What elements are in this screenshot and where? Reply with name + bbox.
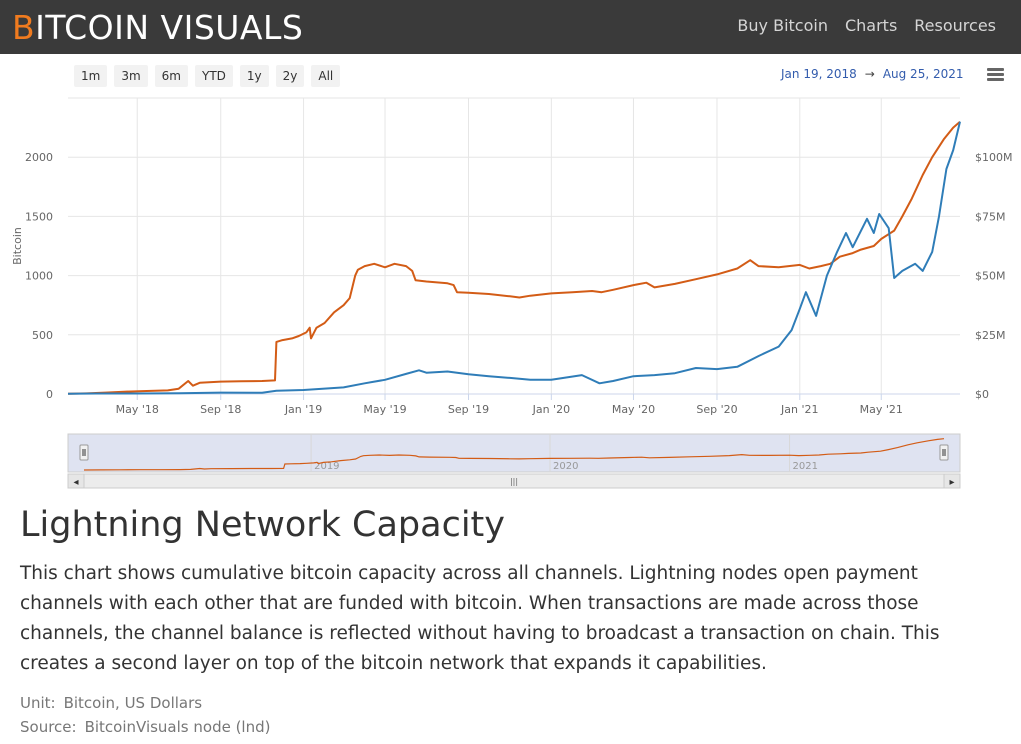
logo-rest: ITCOIN VISUALS xyxy=(35,8,304,47)
chart-description: This chart shows cumulative bitcoin capa… xyxy=(20,563,940,674)
navigator-series-line xyxy=(83,438,945,471)
range-button-1y[interactable]: 1y xyxy=(239,65,269,87)
navigator-handle-right[interactable] xyxy=(939,444,949,461)
unit-value: Bitcoin, US Dollars xyxy=(63,694,203,712)
y-left-tick-label: 0 xyxy=(46,388,53,401)
x-tick-label: May '21 xyxy=(860,403,903,416)
top-navbar: BITCOIN VISUALS Buy Bitcoin Charts Resou… xyxy=(0,0,1021,54)
navigator-tick-label: 2019 xyxy=(314,461,339,472)
x-tick-label: May '18 xyxy=(116,403,159,416)
source-value: BitcoinVisuals node (lnd) xyxy=(84,718,271,736)
scroll-right-button[interactable] xyxy=(943,473,961,489)
x-tick-label: Sep '19 xyxy=(448,403,489,416)
series-line-usd xyxy=(67,121,961,395)
date-range-display: Jan 19, 2018 → Aug 25, 2021 xyxy=(781,67,964,81)
source-label: Source: xyxy=(20,718,77,736)
unit-label: Unit: xyxy=(20,694,56,712)
nav-link-resources[interactable]: Resources xyxy=(914,16,996,35)
navigator-handle-left[interactable] xyxy=(79,444,89,461)
x-tick-label: Jan '20 xyxy=(532,403,570,416)
x-tick-label: Sep '20 xyxy=(696,403,737,416)
navigator-tick-label: 2020 xyxy=(553,461,578,472)
logo-first-letter: B xyxy=(12,8,36,47)
scroll-left-arrow-icon: ◂ xyxy=(73,477,78,488)
unit-line: Unit: Bitcoin, US Dollars xyxy=(20,694,202,712)
date-from-input[interactable]: Jan 19, 2018 xyxy=(781,67,857,81)
source-line: Source: BitcoinVisuals node (lnd) xyxy=(20,718,270,736)
y-left-tick-label: 2000 xyxy=(25,151,53,164)
y-right-tick-label: $75M xyxy=(975,210,1006,223)
y-right-tick-label: $25M xyxy=(975,329,1006,342)
range-selector: 1m 3m 6m YTD 1y 2y All xyxy=(74,65,341,87)
y-left-axis-title: Bitcoin xyxy=(11,227,24,265)
range-button-ytd[interactable]: YTD xyxy=(194,65,233,87)
x-tick-label: Sep '18 xyxy=(200,403,241,416)
x-tick-label: Jan '21 xyxy=(780,403,818,416)
navigator-window xyxy=(67,433,961,473)
nav-link-buy-bitcoin[interactable]: Buy Bitcoin xyxy=(737,16,828,35)
page-title: Lightning Network Capacity xyxy=(20,505,505,545)
y-left-tick-label: 500 xyxy=(32,329,53,342)
range-button-all[interactable]: All xyxy=(311,65,341,87)
date-range-arrow: → xyxy=(864,67,875,81)
site-logo[interactable]: BITCOIN VISUALS xyxy=(12,8,303,47)
y-right-tick-label: $100M xyxy=(975,151,1013,164)
range-button-1m[interactable]: 1m xyxy=(74,65,108,87)
range-button-2y[interactable]: 2y xyxy=(275,65,305,87)
x-tick-label: May '20 xyxy=(612,403,655,416)
scroll-right-arrow-icon: ▸ xyxy=(949,477,954,488)
date-to-input[interactable]: Aug 25, 2021 xyxy=(882,67,964,81)
scroll-left-button[interactable] xyxy=(67,473,85,489)
x-tick-label: May '19 xyxy=(363,403,406,416)
capacity-chart: 0 500 1000 1500 2000 $0 $25M $50M $75M $100M May '… xyxy=(11,97,1013,489)
scrollbar-grip-icon: ||| xyxy=(510,477,518,486)
series-line-bitcoin xyxy=(67,120,961,395)
y-left-tick-label: 1500 xyxy=(25,210,53,223)
navigator-tick-label: 2021 xyxy=(793,461,818,472)
nav-link-charts[interactable]: Charts xyxy=(844,16,898,35)
y-left-tick-label: 1000 xyxy=(25,270,53,283)
hamburger-menu-icon[interactable] xyxy=(987,68,1004,81)
main-nav: Buy Bitcoin Charts Resources xyxy=(737,16,996,35)
range-button-6m[interactable]: 6m xyxy=(154,65,188,87)
x-tick-label: Jan '19 xyxy=(284,403,322,416)
y-right-tick-label: $50M xyxy=(975,270,1006,283)
range-button-3m[interactable]: 3m xyxy=(114,65,148,87)
y-right-tick-label: $0 xyxy=(975,388,989,401)
